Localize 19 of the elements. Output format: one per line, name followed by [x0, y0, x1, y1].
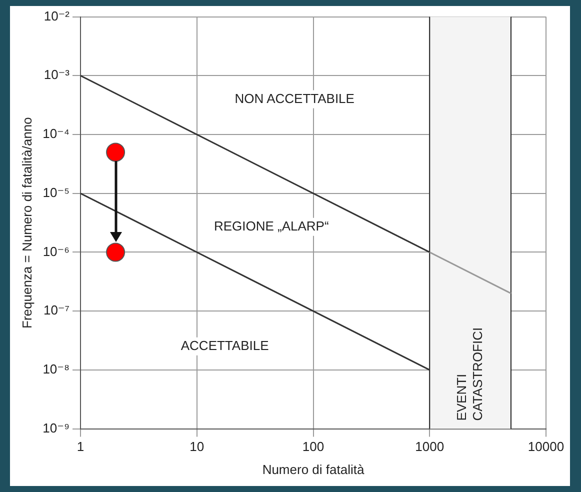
band-label: EVENTI CATASTROFICI	[454, 327, 485, 421]
y-tick-label: 10⁻²	[44, 8, 70, 24]
y-tick-label: 10⁻⁵	[42, 184, 70, 200]
x-tick-label: 1000	[415, 439, 444, 454]
y-tick-label: 10⁻⁴	[42, 126, 70, 142]
y-axis-title: Frequenza = Numero di fatalità/anno	[19, 117, 34, 328]
y-tick-label: 10⁻⁸	[42, 362, 70, 377]
y-tick-label: 10⁻⁶	[42, 244, 70, 259]
x-tick-label: 10	[190, 439, 204, 454]
x-tick-label: 1	[76, 439, 84, 454]
y-tick-label: 10⁻⁹	[42, 420, 70, 436]
x-tick-label: 100	[302, 439, 324, 454]
annotation: ACCETTABILE	[180, 338, 270, 353]
x-tick-label: 10000	[528, 439, 564, 454]
y-tick-label: 10⁻⁷	[43, 302, 70, 318]
y-tick-label: 10⁻³	[44, 67, 70, 82]
annotation: REGIONE „ALARP“	[214, 218, 329, 234]
x-axis-title: Numero di fatalità	[262, 462, 365, 477]
annotation: NON ACCETTABILE	[234, 90, 355, 106]
